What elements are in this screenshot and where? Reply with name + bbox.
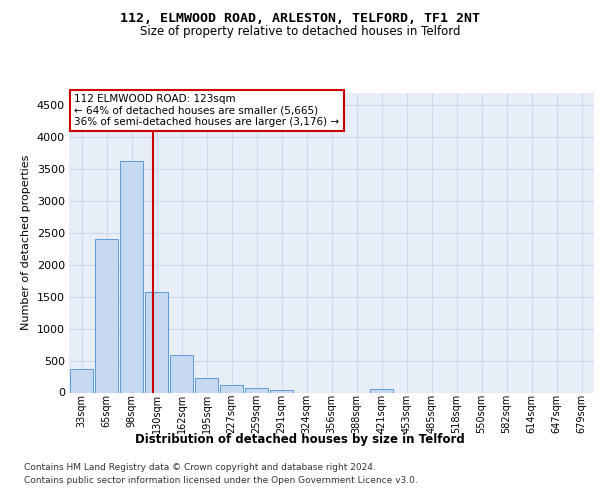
Bar (95, 240, 118, 392)
Bar (170, 355, 193, 393)
Bar (245, 388, 268, 392)
Text: Distribution of detached houses by size in Telford: Distribution of detached houses by size … (135, 432, 465, 446)
Bar (145, 292, 169, 392)
Text: Contains HM Land Registry data © Crown copyright and database right 2024.: Contains HM Land Registry data © Crown c… (24, 462, 376, 471)
Bar (70, 369, 94, 392)
Bar (194, 378, 218, 392)
Text: Contains public sector information licensed under the Open Government Licence v3: Contains public sector information licen… (24, 476, 418, 485)
Text: 112 ELMWOOD ROAD: 123sqm
← 64% of detached houses are smaller (5,665)
36% of sem: 112 ELMWOOD ROAD: 123sqm ← 64% of detach… (74, 94, 340, 127)
Y-axis label: Number of detached properties: Number of detached properties (21, 155, 31, 330)
Bar (119, 162, 143, 392)
Bar (269, 390, 293, 392)
Text: 112, ELMWOOD ROAD, ARLESTON, TELFORD, TF1 2NT: 112, ELMWOOD ROAD, ARLESTON, TELFORD, TF… (120, 12, 480, 26)
Bar (370, 388, 394, 392)
Text: Size of property relative to detached houses in Telford: Size of property relative to detached ho… (140, 25, 460, 38)
Bar (220, 386, 244, 392)
